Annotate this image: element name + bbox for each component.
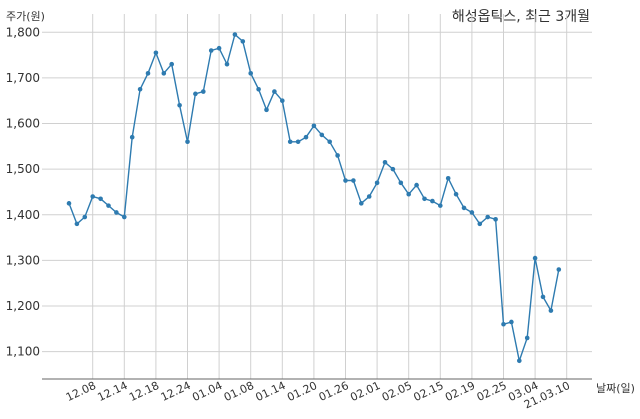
data-point: [311, 123, 317, 129]
data-point: [248, 71, 253, 76]
x-tick-labels: 12.0812.1412.1812.2401.0401.0801.1401.20…: [64, 379, 572, 411]
y-tick-label: 1,100: [6, 345, 40, 359]
data-point: [201, 89, 206, 94]
x-tick-label: 02.19: [443, 379, 477, 404]
x-tick-label: 02.25: [475, 379, 509, 404]
x-tick-label: 12.24: [159, 379, 193, 404]
data-point: [430, 198, 435, 204]
data-point: [366, 194, 372, 199]
data-point: [509, 319, 514, 325]
data-point: [264, 107, 269, 113]
price-points: [66, 32, 562, 364]
data-point: [398, 180, 404, 186]
y-tick-labels: 1,100 1,200 1,300 1,400 1,500 1,600 1,700 1,800: [6, 25, 40, 358]
x-tick-label: 02.15: [412, 379, 446, 404]
data-point: [493, 217, 498, 222]
data-point: [343, 178, 348, 183]
data-point: [532, 255, 538, 261]
data-point: [359, 201, 364, 206]
data-point: [422, 196, 427, 202]
data-point: [319, 132, 325, 138]
data-point: [374, 180, 380, 186]
data-point: [445, 175, 451, 181]
data-point: [461, 205, 467, 211]
data-point: [137, 86, 143, 92]
x-tick-label: 01.14: [254, 379, 288, 404]
chart-title: 해성옵틱스, 최근 3개월: [452, 9, 590, 25]
data-point: [540, 294, 546, 300]
data-point: [477, 221, 483, 227]
data-point: [517, 358, 522, 364]
data-point: [469, 210, 475, 215]
data-point: [122, 214, 127, 220]
x-tick-label: 02.01: [348, 379, 382, 404]
data-point: [485, 214, 491, 220]
data-point: [327, 139, 333, 145]
data-point: [240, 39, 246, 44]
data-point: [256, 86, 261, 92]
y-tick-label: 1,700: [6, 71, 40, 85]
data-point: [224, 61, 230, 67]
data-point: [66, 201, 72, 206]
data-point: [114, 210, 119, 215]
data-point: [414, 182, 419, 188]
data-point: [390, 166, 396, 172]
data-point: [272, 89, 277, 94]
x-tick-label: 01.04: [190, 379, 224, 404]
data-point: [501, 321, 506, 327]
data-point: [335, 153, 340, 158]
data-point: [74, 221, 80, 227]
data-point: [382, 159, 388, 165]
grid-lines: [42, 14, 592, 379]
y-tick-label: 1,800: [6, 25, 40, 39]
data-point: [161, 71, 167, 76]
data-point: [556, 267, 562, 272]
y-tick-label: 1,300: [6, 253, 40, 267]
x-tick-label: 12.08: [64, 379, 98, 404]
data-point: [98, 196, 103, 202]
data-point: [303, 134, 309, 140]
data-point: [406, 191, 412, 197]
data-point: [193, 91, 198, 97]
data-point: [82, 214, 88, 220]
data-point: [106, 203, 111, 208]
data-point: [524, 335, 530, 341]
x-tick-label: 01.20: [285, 379, 319, 404]
data-point: [185, 139, 190, 145]
y-tick-label: 1,200: [6, 299, 40, 313]
y-tick-label: 1,600: [6, 117, 40, 131]
data-point: [438, 203, 443, 208]
y-tick-label: 1,400: [6, 208, 40, 222]
x-tick-label: 01.26: [317, 379, 351, 404]
x-tick-label: 02.05: [380, 379, 414, 404]
x-tick-label: 01.08: [222, 379, 256, 404]
data-point: [280, 98, 285, 103]
data-point: [295, 139, 301, 145]
x-axis-label: 날짜(일): [596, 381, 635, 395]
y-axis-label: 주가(원): [6, 10, 45, 23]
data-point: [153, 50, 159, 56]
x-tick-label: 12.18: [127, 379, 161, 404]
data-point: [216, 45, 222, 51]
data-point: [129, 134, 135, 140]
data-point: [208, 48, 214, 53]
data-point: [90, 194, 95, 199]
y-tick-label: 1,500: [6, 162, 40, 176]
data-point: [548, 308, 554, 313]
data-point: [232, 32, 238, 37]
data-point: [287, 139, 293, 145]
x-tick-label: 12.14: [96, 379, 130, 404]
data-point: [145, 71, 151, 76]
data-point: [177, 102, 182, 108]
data-point: [169, 61, 174, 67]
data-point: [453, 191, 459, 197]
data-point: [351, 178, 356, 183]
